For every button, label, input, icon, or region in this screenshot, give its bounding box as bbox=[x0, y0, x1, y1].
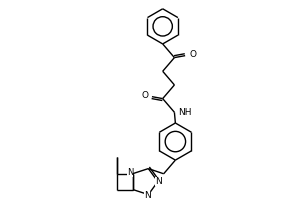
Text: N: N bbox=[144, 191, 151, 200]
Text: NH: NH bbox=[178, 108, 192, 117]
Text: N: N bbox=[155, 177, 162, 186]
Text: N: N bbox=[127, 168, 133, 177]
Text: O: O bbox=[141, 91, 148, 100]
Text: O: O bbox=[189, 50, 196, 59]
